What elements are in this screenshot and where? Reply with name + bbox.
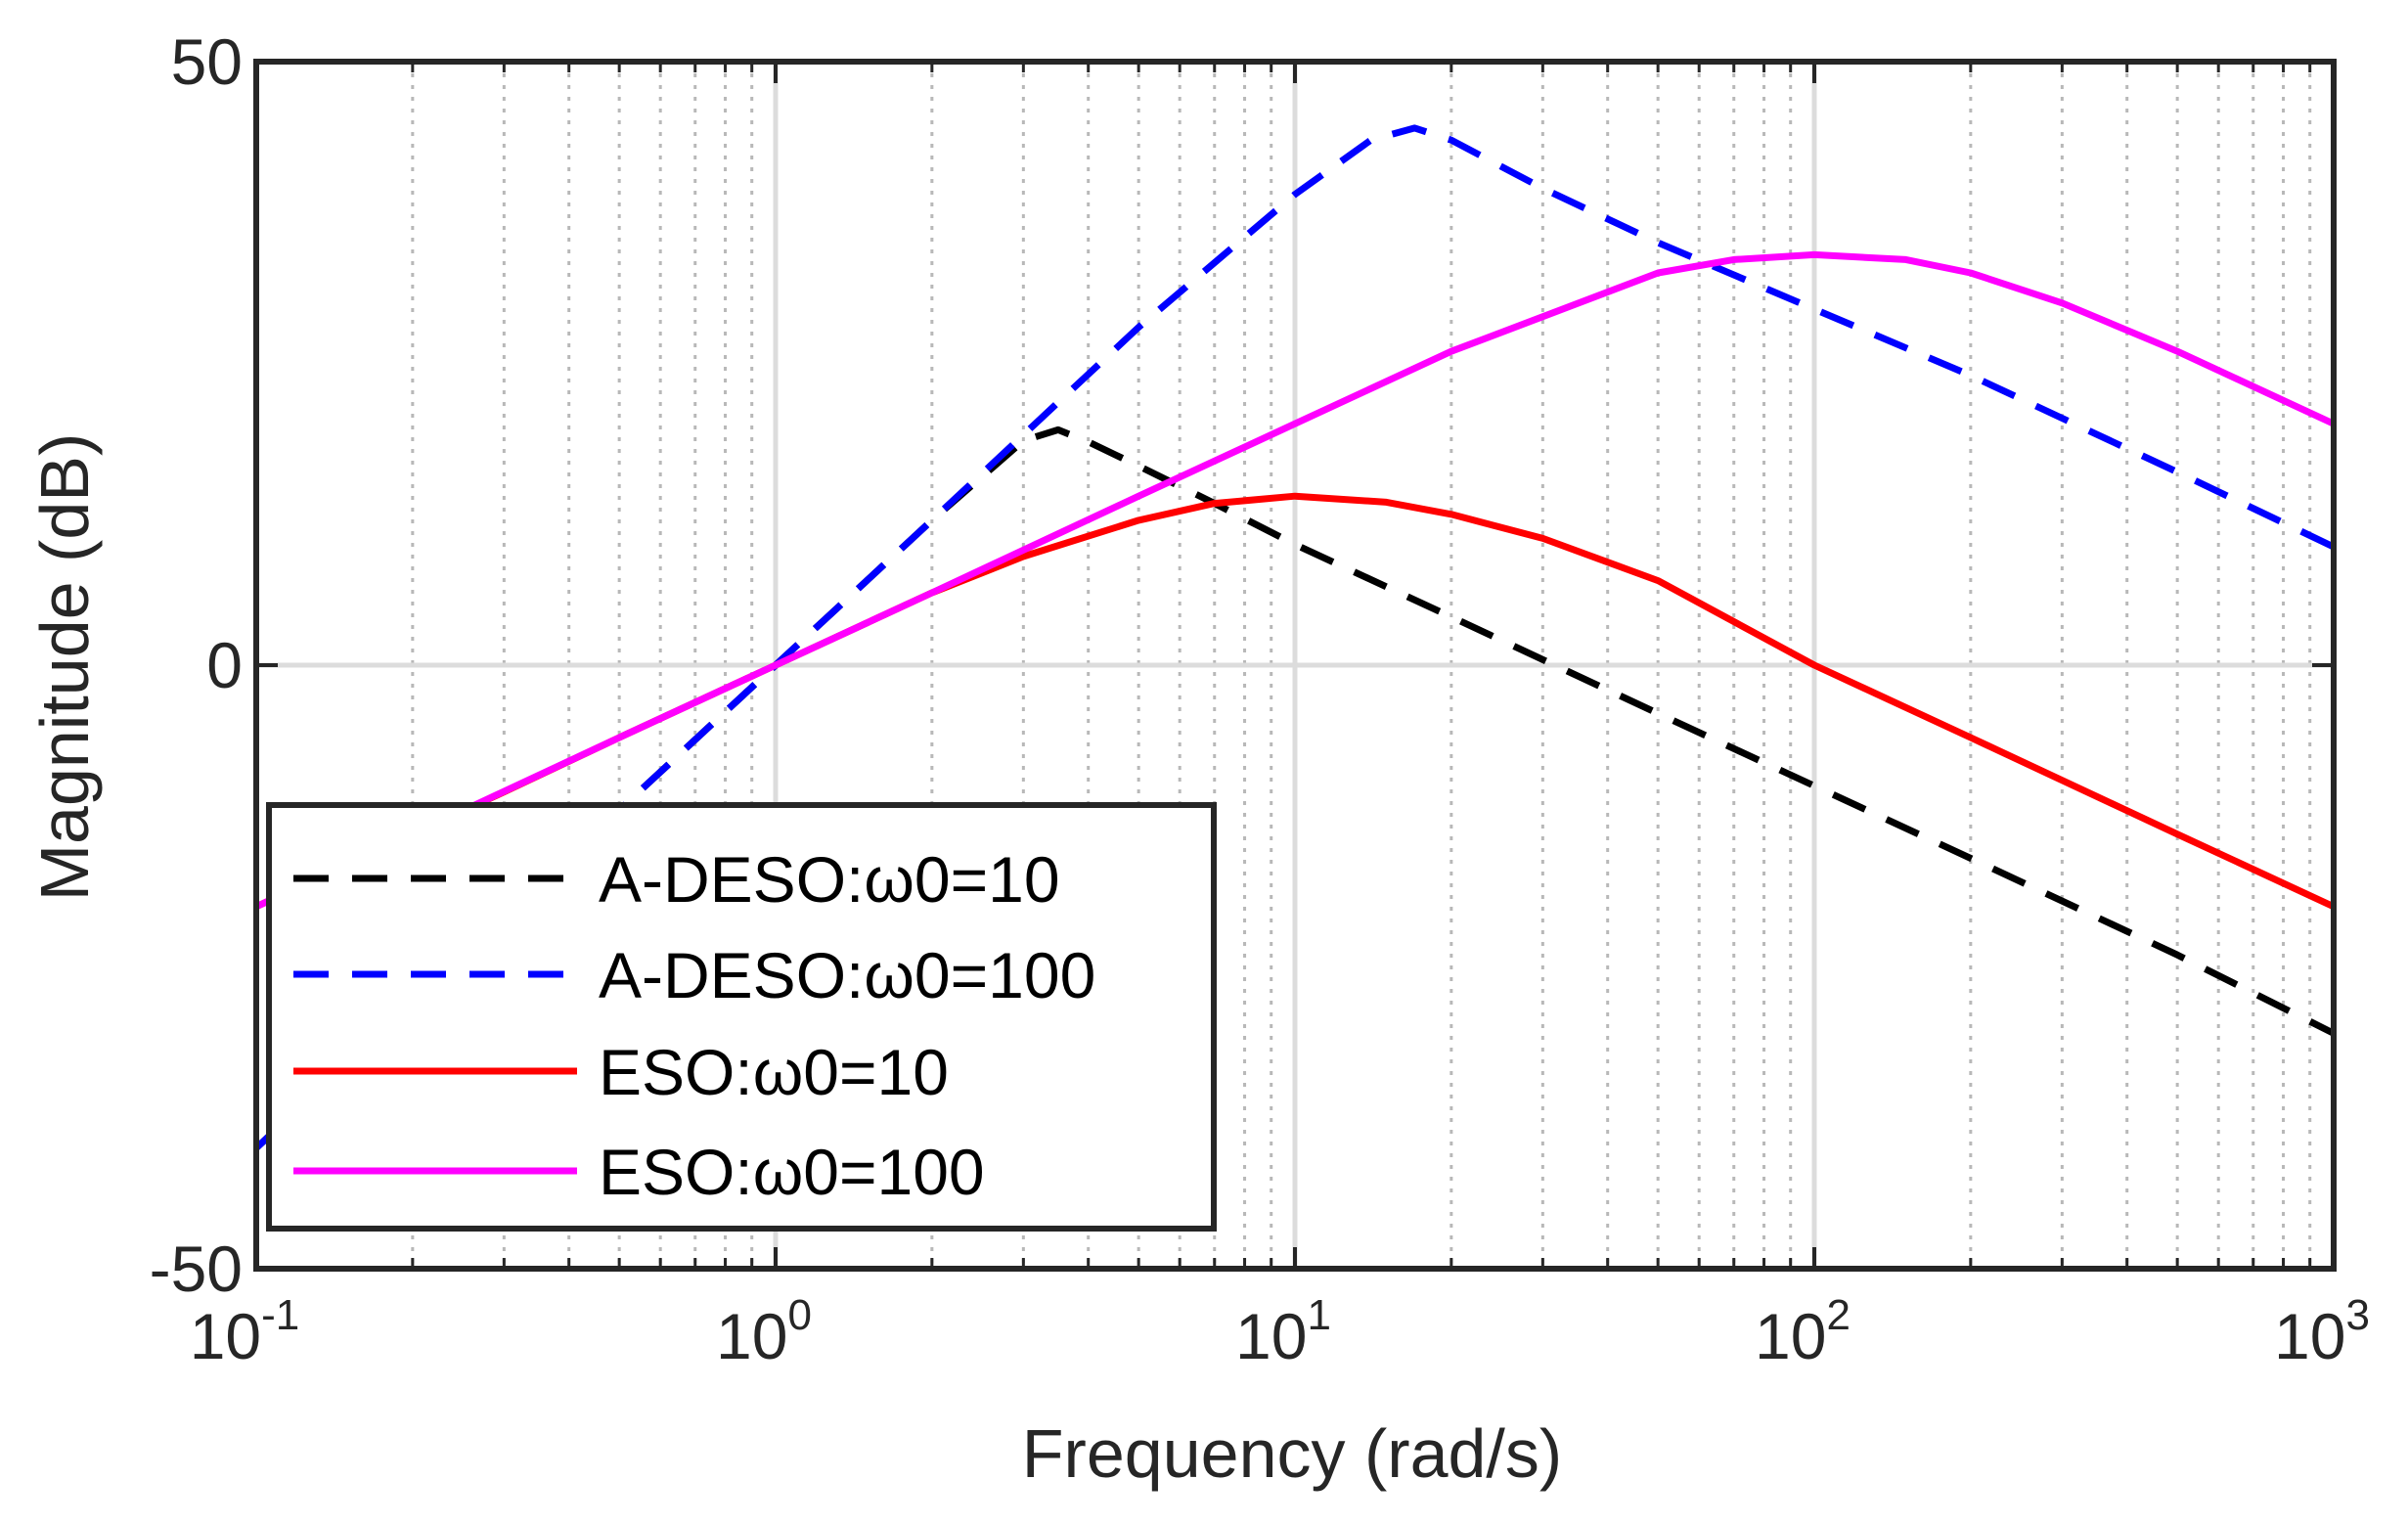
legend: A-DESO:ω0=10 A-DESO:ω0=100 ESO:ω0=10 ESO:ω0…	[266, 802, 1217, 1232]
series-line-4	[256, 250, 2334, 910]
x-tick-label: 103	[2274, 1291, 2370, 1372]
x-tick-label: 102	[1755, 1291, 1851, 1372]
x-tick-label: 101	[1235, 1291, 1331, 1372]
legend-label-1: A-DESO:ω0=10	[599, 843, 1060, 916]
legend-label-4: ESO:ω0=100	[599, 1136, 985, 1208]
x-tick-label: 100	[716, 1291, 812, 1372]
y-tick-label: -50	[150, 1233, 243, 1305]
legend-label-3: ESO:ω0=10	[599, 1036, 949, 1108]
x-tick-label: 10-1	[190, 1291, 300, 1372]
y-axis-title: Magnitude (dB)	[26, 433, 103, 902]
legend-label-2: A-DESO:ω0=100	[599, 939, 1095, 1011]
x-axis-title: Frequency (rad/s)	[1022, 1415, 1562, 1492]
ticks-layer: -50 0 50 10-1 100 101 102 103	[150, 25, 2370, 1372]
axes-layer	[253, 59, 2337, 1272]
y-tick-label: 50	[171, 25, 243, 98]
series-line-2	[256, 124, 2334, 1151]
series-layer	[256, 124, 2334, 1151]
y-tick-label: 0	[206, 629, 243, 701]
